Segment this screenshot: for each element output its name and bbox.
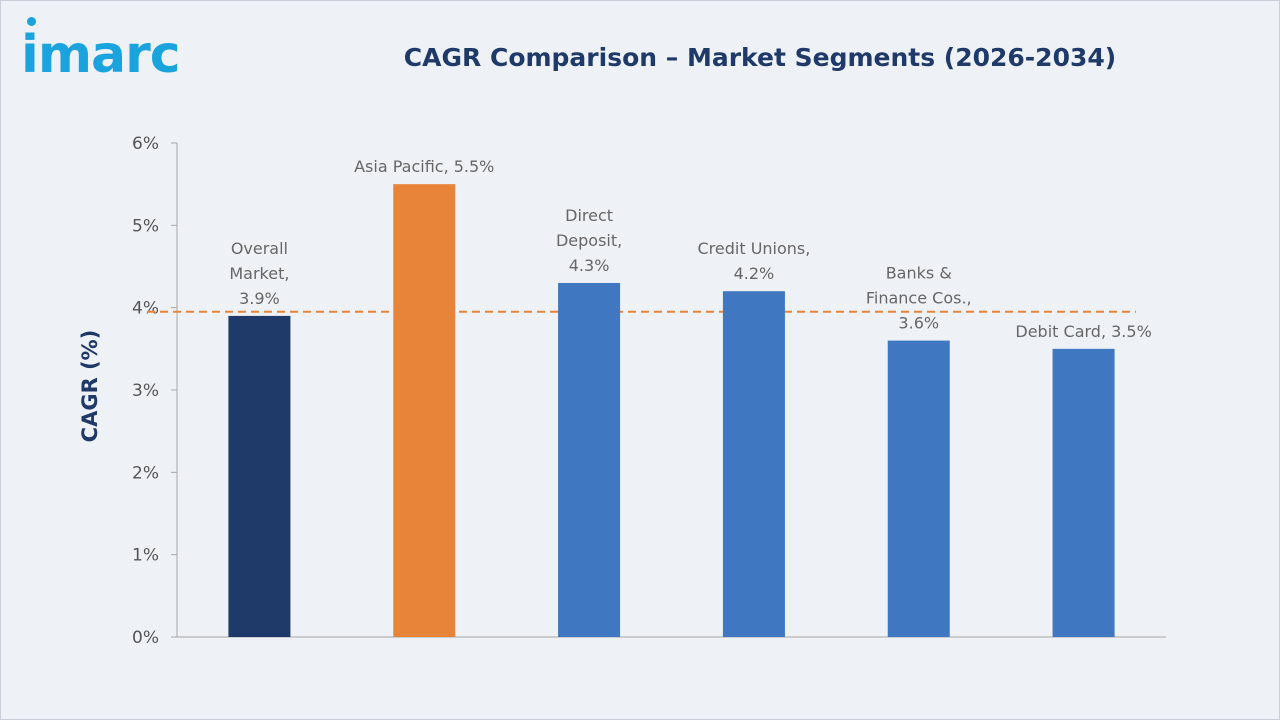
bar [558,282,621,637]
y-tick-label: 1% [132,546,159,566]
y-tick-label: 5% [132,216,159,236]
bar-data-label: 3.9% [239,289,280,308]
chart-title: CAGR Comparison – Market Segments (2026-… [403,43,1117,72]
bar-data-label: 4.2% [734,264,775,283]
chart-axes: 0% 1% 2% 3% 4% 5% 6% [132,134,1166,648]
y-axis-label: CAGR (%) [78,330,102,443]
y-tick-label: 3% [132,381,159,401]
data-labels-group: Overall Market, 3.9% Asia Pacific, 5.5% Dire… [229,157,1151,341]
logo-dot [27,17,36,26]
bar [722,291,785,637]
bar-data-label: 4.3% [569,256,610,275]
bar [887,340,950,637]
bar-data-label: Finance Cos., [866,289,972,308]
imarc-logo: imarc [21,25,181,85]
y-tick-label: 6% [132,134,159,154]
bar [1052,348,1115,637]
bar [393,184,456,637]
bar-data-label: Banks & [886,264,952,283]
bar [228,315,291,637]
bar-data-label: Credit Unions, [697,239,810,258]
y-tick-label: 4% [132,299,159,319]
bar-data-label: Market, [229,264,289,283]
bars-group [228,184,1115,637]
bar-data-label: Direct [565,206,613,225]
bar-data-label: Deposit, [556,231,622,250]
y-tick-label: 0% [132,628,159,648]
bar-data-label: Asia Pacific, 5.5% [354,157,494,176]
y-tick-label: 2% [132,463,159,483]
bar-data-label: Overall [231,239,288,258]
bar-data-label: 3.6% [898,314,939,333]
bar-data-label: Debit Card, 3.5% [1015,322,1151,341]
